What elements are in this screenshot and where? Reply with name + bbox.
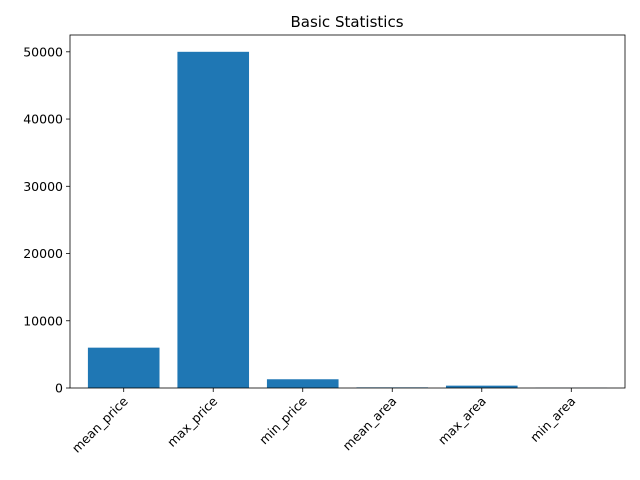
x-axis: mean_price max_price min_price mean_area max… xyxy=(69,388,578,456)
y-tick-label: 50000 xyxy=(23,44,63,59)
bar-mean-price xyxy=(87,347,160,388)
x-tick-label: min_price xyxy=(256,393,310,447)
y-tick-label: 0 xyxy=(55,381,63,396)
y-tick-label: 10000 xyxy=(23,313,63,328)
bar-min-price xyxy=(266,379,339,388)
plot-frame xyxy=(69,34,626,389)
x-tick-label: mean_price xyxy=(69,393,131,455)
y-axis: 0 10000 20000 30000 40000 50000 xyxy=(23,44,70,396)
x-tick-label: max_price xyxy=(164,393,221,450)
bars-group xyxy=(87,51,608,389)
chart-title: Basic Statistics xyxy=(290,13,403,31)
x-tick-label: min_area xyxy=(527,394,578,445)
x-tick-label: mean_area xyxy=(340,394,400,454)
bar-max-price xyxy=(177,51,250,389)
y-tick-label: 30000 xyxy=(23,179,63,194)
bar-max-area xyxy=(445,385,518,388)
y-tick-label: 20000 xyxy=(23,246,63,261)
x-tick-label: max_area xyxy=(435,394,489,448)
y-tick-label: 40000 xyxy=(23,112,63,127)
